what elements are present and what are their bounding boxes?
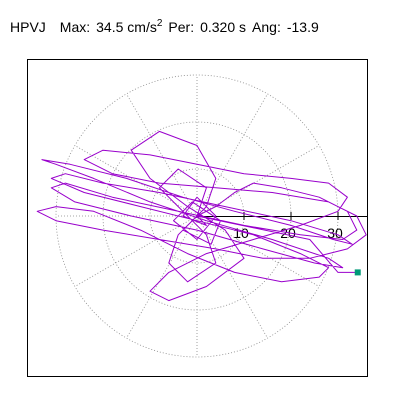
max-value: 34.5 xyxy=(96,19,124,35)
trace-line xyxy=(36,130,367,302)
grid-spoke-30 xyxy=(196,145,320,217)
grid-spoke-150 xyxy=(74,145,198,217)
angle-value: -13.9 xyxy=(286,19,319,35)
grid-spoke-240 xyxy=(126,215,198,339)
motion-trace xyxy=(36,130,367,302)
end-marker xyxy=(354,269,361,276)
max-unit-exponent: 2 xyxy=(156,18,163,29)
grid-spoke-330 xyxy=(196,215,320,287)
grid-spoke-120 xyxy=(126,93,198,217)
angle-label: Ang: xyxy=(252,19,281,35)
grid-spoke-60 xyxy=(196,93,268,217)
max-unit: cm/s xyxy=(127,19,157,35)
tick-label-3: 30 xyxy=(327,225,343,241)
period-label: Per: xyxy=(168,19,195,35)
period-value: 0.320 s xyxy=(200,19,247,35)
grid-spoke-300 xyxy=(196,215,268,339)
chart-header: HPVJ Max: 34.5 cm/s2 Per: 0.320 s Ang: -13.9 xyxy=(10,18,319,36)
max-label: Max: xyxy=(59,19,91,35)
station-code: HPVJ xyxy=(10,19,46,35)
plot-frame xyxy=(27,59,368,377)
grid-spoke-210 xyxy=(74,215,198,287)
